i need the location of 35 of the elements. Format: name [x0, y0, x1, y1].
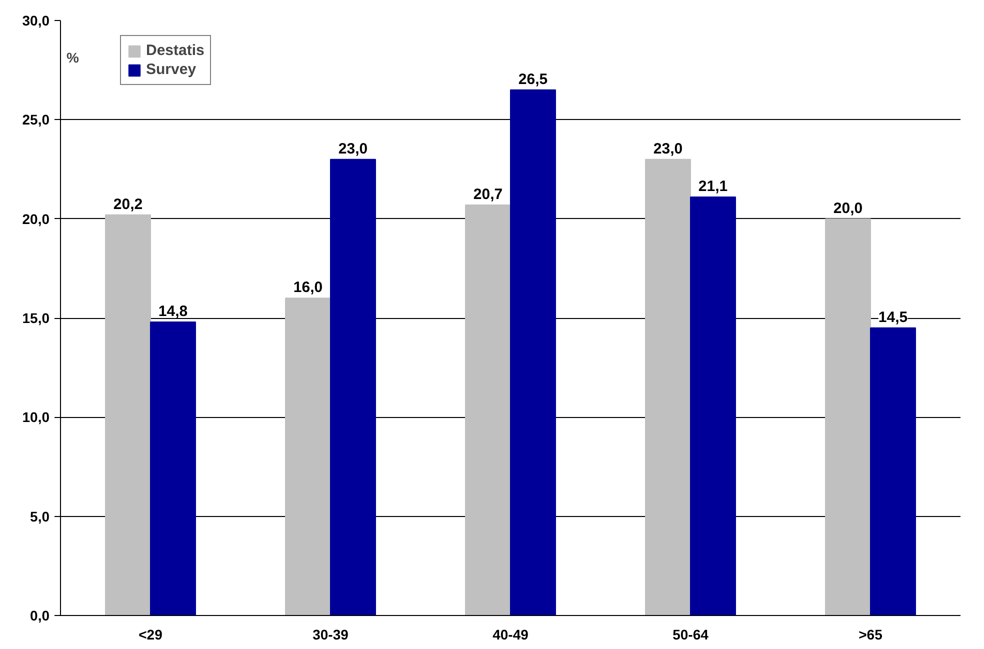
- data-label: 23,0: [653, 140, 683, 158]
- y-tick-label: 20,0: [22, 210, 50, 227]
- bar: [105, 214, 151, 616]
- data-label: 20,0: [833, 200, 863, 217]
- bar: [330, 158, 376, 616]
- bar: [150, 321, 196, 616]
- bar: [510, 89, 556, 616]
- bar: [465, 204, 511, 616]
- x-tick-label: 50-64: [672, 626, 709, 642]
- data-label: 20,7: [473, 186, 503, 203]
- x-tick-label: <29: [138, 626, 163, 642]
- y-tick-label: 10,0: [22, 409, 50, 426]
- bar: [870, 327, 916, 616]
- bar: [645, 158, 691, 616]
- x-tick-label: 30-39: [312, 626, 349, 642]
- y-tick-label: 15,0: [22, 310, 50, 326]
- bar: [690, 196, 736, 616]
- y-tick-label: 30,0: [22, 12, 50, 28]
- x-tick-label: >65: [858, 626, 883, 642]
- y-axis-title: %: [66, 50, 80, 66]
- data-label: 21,1: [698, 178, 728, 196]
- data-label: 14,5: [878, 308, 908, 326]
- legend-label: Survey: [146, 61, 196, 78]
- legend-label: Destatis: [146, 42, 204, 59]
- data-label: 14,8: [158, 302, 188, 320]
- bar: [825, 218, 871, 616]
- x-tick-label: 40-49: [492, 626, 529, 642]
- bar: [285, 298, 331, 616]
- data-label: 16,0: [293, 279, 323, 296]
- data-label: 23,0: [338, 140, 368, 158]
- y-tick-label: 0,0: [30, 608, 50, 624]
- y-tick-label: 5,0: [30, 508, 50, 524]
- data-label: 20,2: [113, 196, 143, 213]
- data-label: 26,5: [518, 70, 548, 88]
- y-tick-label: 25,0: [22, 112, 50, 128]
